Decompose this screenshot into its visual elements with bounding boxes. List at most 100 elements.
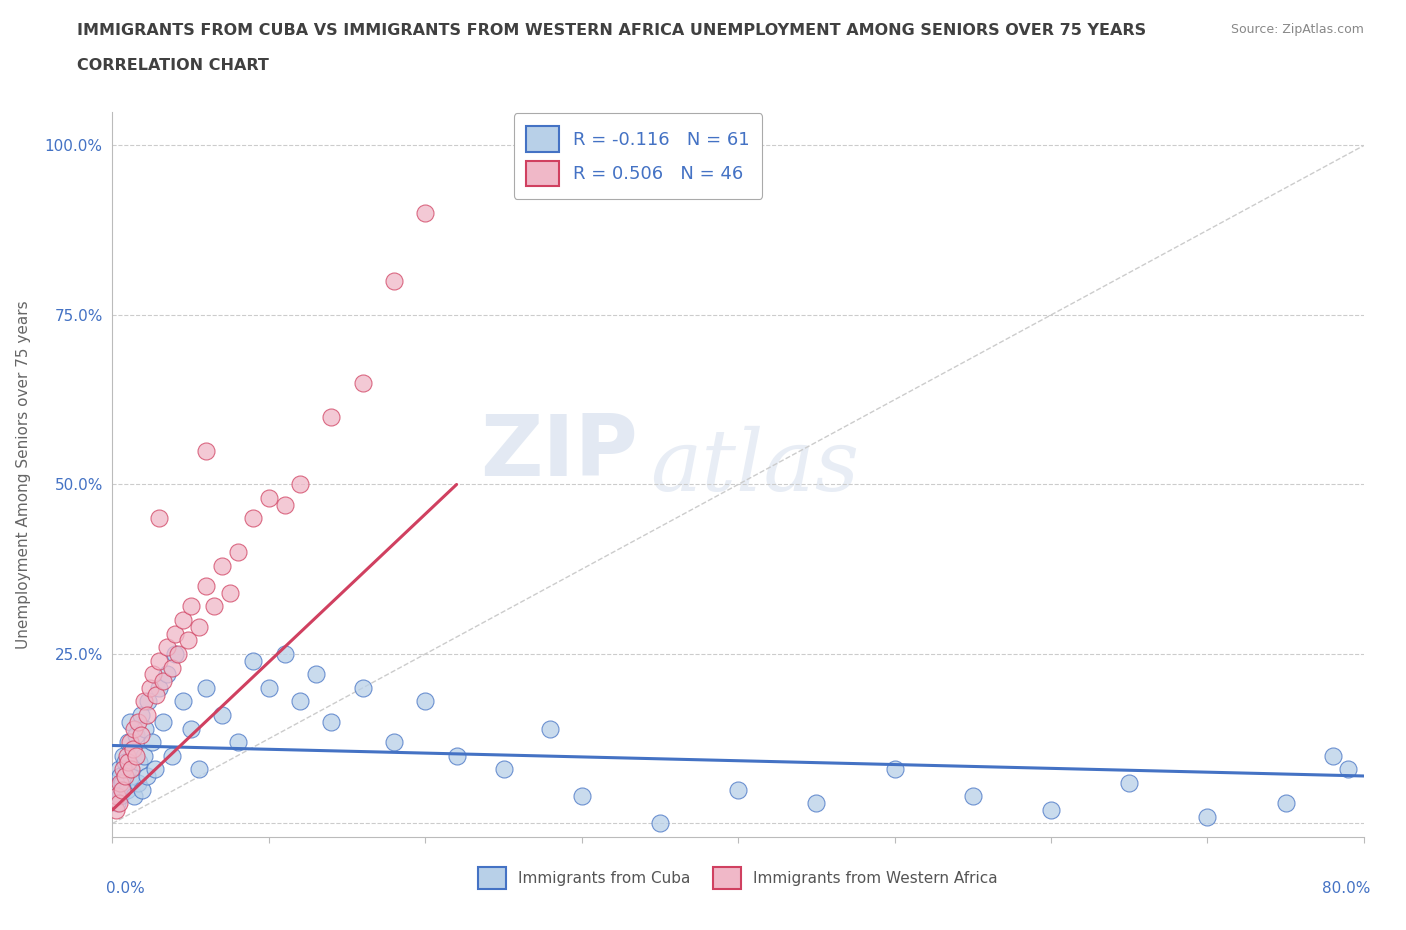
Point — [195, 681, 218, 696]
Point — [120, 768, 142, 783]
Point — [187, 762, 209, 777]
Point — [321, 409, 343, 424]
Point — [105, 796, 128, 811]
Point — [1118, 776, 1140, 790]
Point — [160, 660, 183, 675]
Point — [148, 653, 170, 668]
Point — [117, 735, 139, 750]
Point — [142, 667, 165, 682]
Point — [257, 491, 280, 506]
Point — [110, 768, 132, 783]
Text: CORRELATION CHART: CORRELATION CHART — [77, 58, 269, 73]
Point — [118, 735, 141, 750]
Point — [242, 511, 264, 525]
Point — [648, 816, 671, 830]
Point — [117, 755, 139, 770]
Point — [105, 789, 128, 804]
Point — [1197, 809, 1219, 824]
Y-axis label: Unemployment Among Seniors over 75 years: Unemployment Among Seniors over 75 years — [15, 300, 31, 648]
Point — [135, 708, 157, 723]
Point — [121, 741, 143, 756]
Point — [242, 653, 264, 668]
Point — [226, 735, 249, 750]
Point — [115, 749, 138, 764]
Point — [143, 762, 166, 777]
Point — [1039, 803, 1063, 817]
Point — [180, 599, 202, 614]
Point — [195, 443, 218, 458]
Text: Source: ZipAtlas.com: Source: ZipAtlas.com — [1230, 23, 1364, 36]
Point — [129, 708, 152, 723]
Point — [111, 782, 134, 797]
Point — [111, 776, 134, 790]
Point — [152, 673, 174, 688]
Point — [152, 714, 174, 729]
Point — [163, 626, 186, 641]
Point — [290, 694, 312, 709]
Point — [124, 789, 146, 804]
Point — [415, 694, 437, 709]
Point — [124, 721, 146, 736]
Text: 0.0%: 0.0% — [107, 881, 145, 896]
Point — [415, 206, 437, 220]
Point — [129, 728, 152, 743]
Point — [806, 796, 828, 811]
Point — [138, 694, 160, 709]
Point — [1322, 749, 1344, 764]
Point — [321, 714, 343, 729]
Point — [156, 667, 179, 682]
Point — [273, 498, 295, 512]
Point — [139, 681, 162, 696]
Point — [1274, 796, 1296, 811]
Point — [962, 789, 984, 804]
Point — [125, 728, 148, 743]
Legend: Immigrants from Cuba, Immigrants from Western Africa: Immigrants from Cuba, Immigrants from We… — [472, 861, 1004, 895]
Point — [160, 749, 183, 764]
Point — [571, 789, 593, 804]
Text: IMMIGRANTS FROM CUBA VS IMMIGRANTS FROM WESTERN AFRICA UNEMPLOYMENT AMONG SENIOR: IMMIGRANTS FROM CUBA VS IMMIGRANTS FROM … — [77, 23, 1146, 38]
Point — [883, 762, 905, 777]
Point — [305, 667, 328, 682]
Point — [132, 694, 155, 709]
Point — [112, 749, 135, 764]
Point — [273, 646, 295, 661]
Point — [172, 613, 194, 628]
Point — [114, 755, 136, 770]
Point — [180, 721, 202, 736]
Point — [132, 749, 155, 764]
Point — [202, 599, 225, 614]
Text: ZIP: ZIP — [481, 411, 638, 494]
Point — [127, 714, 149, 729]
Point — [145, 687, 167, 702]
Point — [195, 578, 218, 593]
Point — [118, 714, 141, 729]
Point — [107, 762, 129, 777]
Point — [211, 558, 233, 573]
Point — [148, 681, 170, 696]
Point — [446, 749, 468, 764]
Point — [107, 796, 129, 811]
Point — [110, 789, 132, 804]
Point — [176, 633, 198, 648]
Point — [134, 721, 156, 736]
Point — [104, 782, 127, 797]
Point — [352, 376, 374, 391]
Point — [290, 477, 312, 492]
Point — [128, 755, 150, 770]
Point — [211, 708, 233, 723]
Point — [163, 646, 186, 661]
Point — [141, 735, 163, 750]
Point — [115, 782, 138, 797]
Point — [1337, 762, 1360, 777]
Point — [127, 776, 149, 790]
Point — [117, 762, 139, 777]
Point — [352, 681, 374, 696]
Point — [540, 721, 562, 736]
Point — [135, 768, 157, 783]
Point — [727, 782, 749, 797]
Point — [114, 768, 136, 783]
Point — [382, 735, 405, 750]
Point — [218, 586, 240, 601]
Point — [172, 694, 194, 709]
Point — [156, 640, 179, 655]
